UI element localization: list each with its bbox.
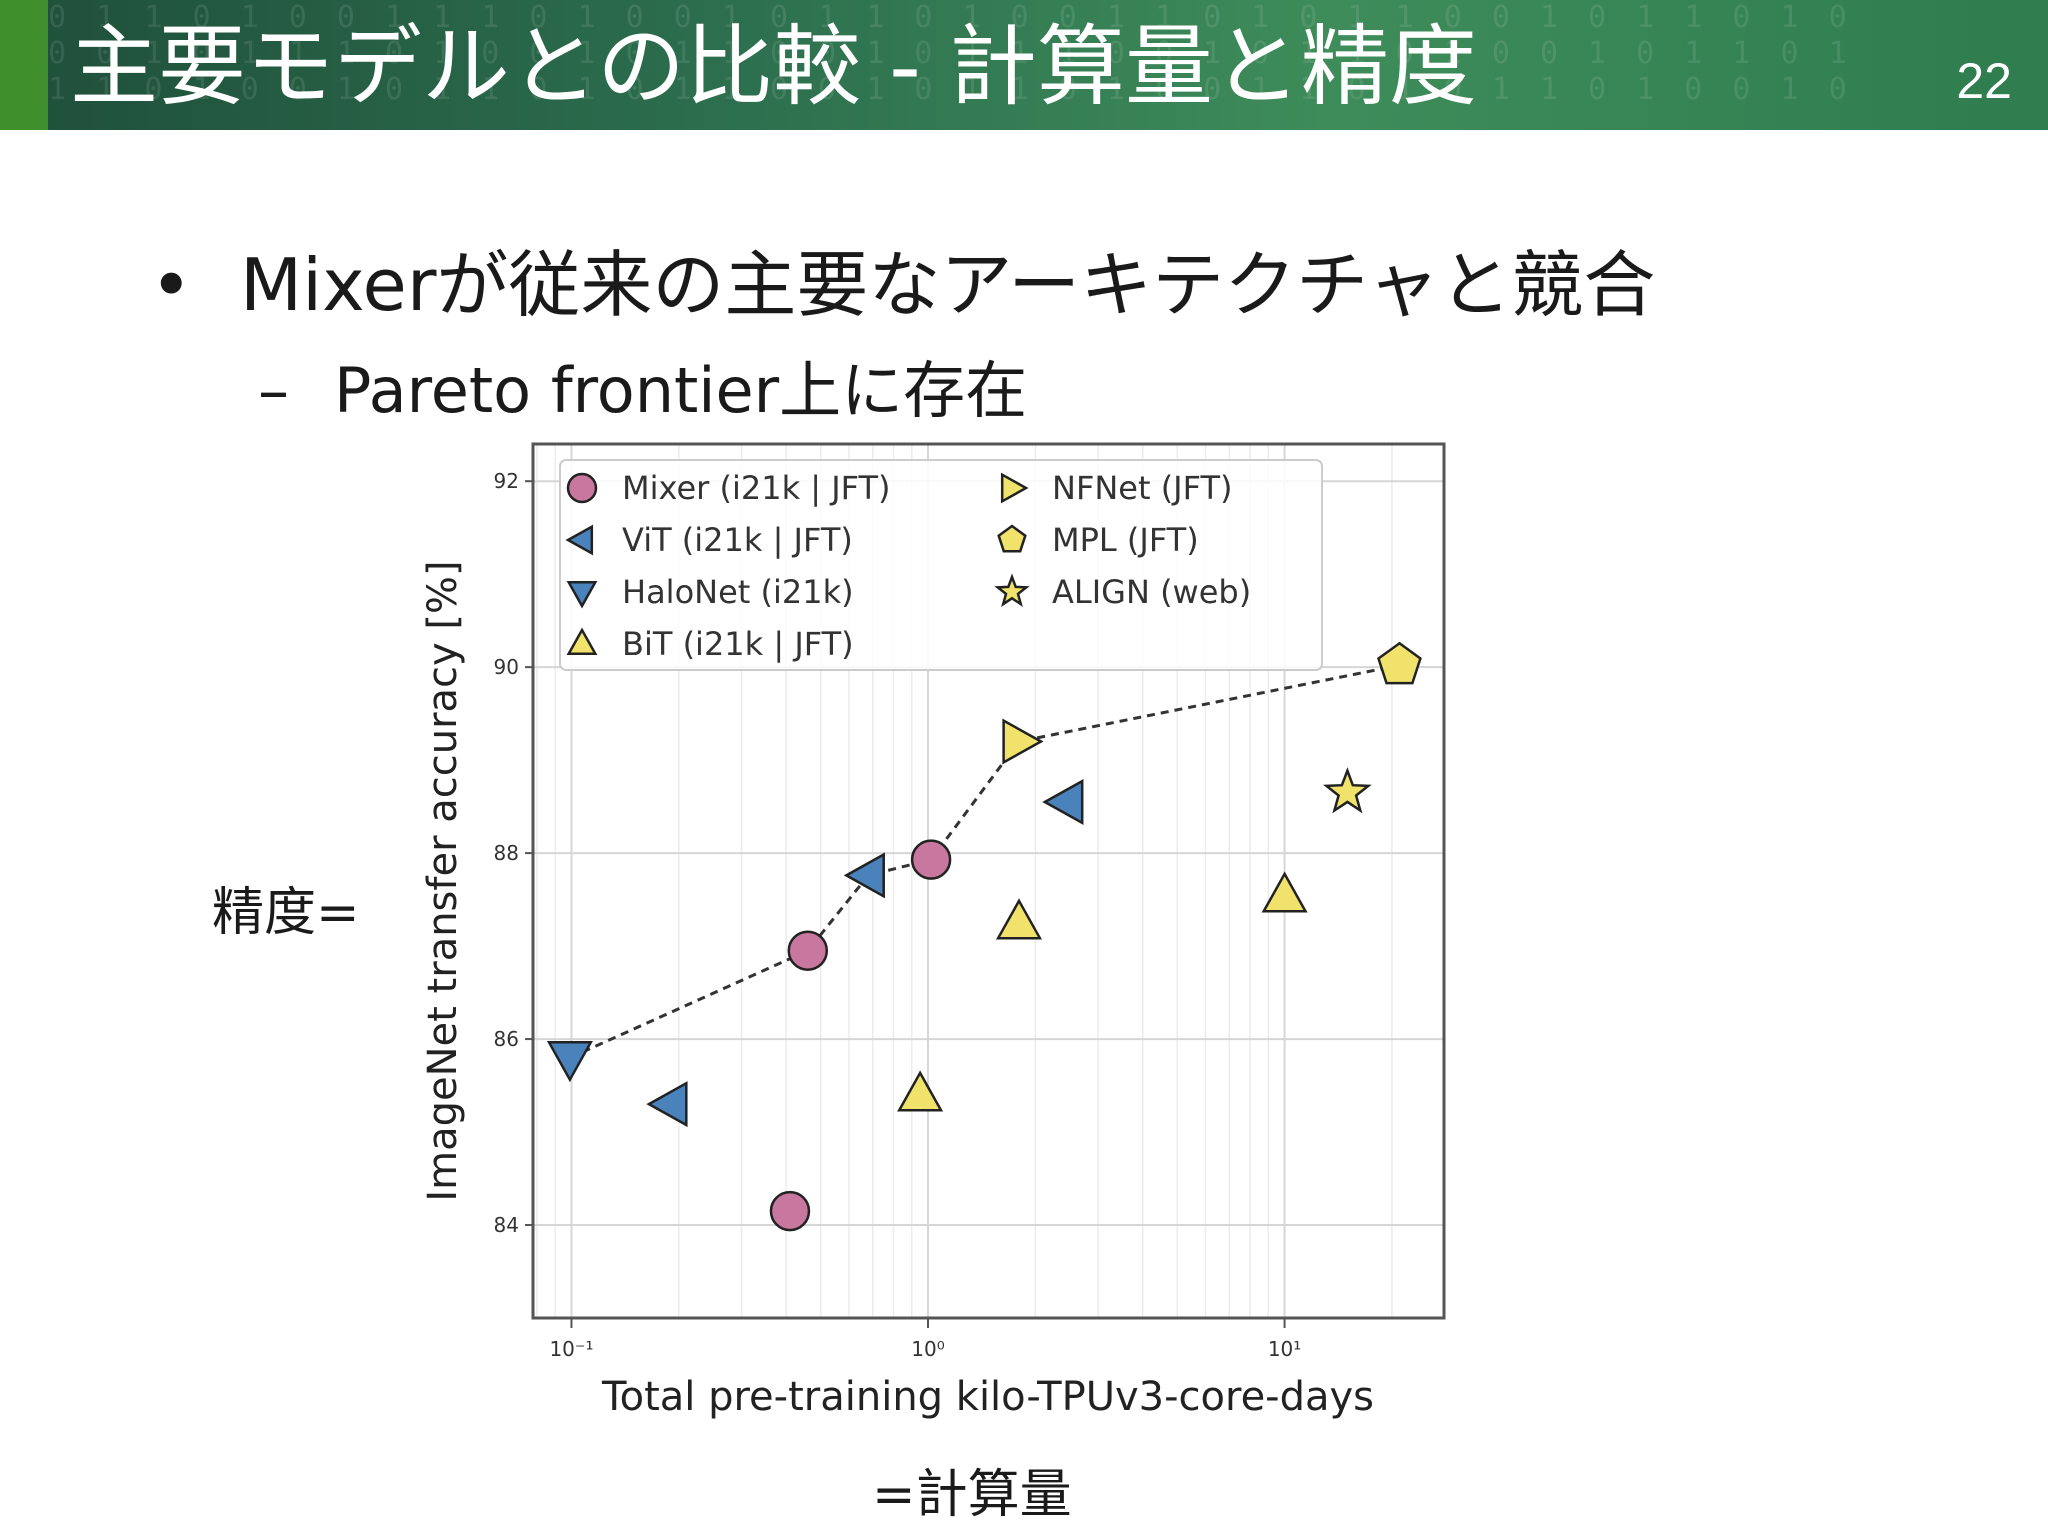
scatter-chart: 84 86 88 90 92 10⁻¹ 10⁰ 10¹ Mixer (i21k | JFT) V…: [420, 442, 1446, 1420]
x-tick-label: 10⁰: [911, 1337, 944, 1361]
legend-marker-icon: [1000, 472, 1029, 504]
legend-box: [559, 459, 1323, 671]
legend-entry-label: MPL (JFT): [1052, 521, 1199, 559]
y-tick-label: 88: [494, 841, 519, 865]
legend: Mixer (i21k | JFT) ViT (i21k | JFT) HaloNe…: [559, 459, 1323, 671]
y-tick-label: 84: [494, 1213, 519, 1237]
data-point: [910, 839, 952, 880]
header-accent-bar: [0, 0, 48, 130]
bullet-text-2: Pareto frontier上に存在: [334, 354, 1028, 427]
legend-marker-icon: [565, 524, 594, 556]
legend-marker-icon: [566, 472, 598, 504]
legend-entry-label: ALIGN (web): [1052, 573, 1251, 611]
legend-marker-icon: [566, 627, 598, 656]
legend-entry-label: BiT (i21k | JFT): [622, 625, 854, 663]
x-tick-label: 10¹: [1268, 1337, 1301, 1361]
legend-entry-label: HaloNet (i21k): [622, 573, 854, 611]
legend-marker-icon: [994, 573, 1030, 607]
legend-marker-icon: [997, 524, 1027, 553]
data-point: [897, 1070, 944, 1112]
slide-title: 主要モデルとの比較 - 計算量と精度: [70, 15, 1477, 118]
y-tick-label: 86: [494, 1027, 519, 1051]
legend-entry-label: Mixer (i21k | JFT): [622, 469, 891, 507]
data-point: [1377, 641, 1422, 685]
x-tick-label: 10⁻¹: [549, 1337, 593, 1361]
data-point: [769, 1190, 811, 1232]
plot-frame: [531, 442, 1446, 1320]
data-point: [995, 898, 1043, 940]
axis-ticks: 84 86 88 90 92 10⁻¹ 10⁰ 10¹: [494, 469, 1302, 1361]
bullet-text-1: Mixerが従来の主要なアーキテクチャと競合: [240, 243, 1656, 327]
y-tick-label: 92: [494, 469, 519, 493]
data-point: [1261, 871, 1308, 913]
legend-marker-icon: [566, 580, 598, 609]
data-point: [646, 1081, 688, 1128]
data-point: [787, 930, 829, 971]
x-axis-label: Total pre-training kilo-TPUv3-core-days: [601, 1374, 1374, 1420]
data-point: [1002, 718, 1044, 765]
slide-number: 22: [1956, 53, 2012, 109]
pareto-frontier-line: [569, 663, 1400, 1060]
header-background-pattern: 0 1 1 0 1 0 0 1 1 1 0 1 0 0 1 0 1 1 0 1 …: [0, 0, 1853, 107]
data-point: [1042, 778, 1084, 826]
legend-entry-label: NFNet (JFT): [1052, 469, 1232, 507]
compute-annotation: =計算量: [872, 1465, 1072, 1525]
y-tick-label: 90: [494, 655, 519, 679]
bullet-point-2: – Pareto frontier上に存在: [258, 340, 1027, 430]
data-points: [546, 641, 1422, 1232]
legend-entry-label: ViT (i21k | JFT): [622, 521, 853, 559]
data-point: [1322, 767, 1372, 814]
y-axis-label: ImageNet transfer accuracy [%]: [420, 560, 466, 1201]
bullet-dash-icon: –: [258, 354, 289, 427]
bullet-dot-icon: •: [150, 243, 193, 327]
accuracy-annotation: 精度=: [212, 883, 360, 943]
data-point: [546, 1041, 593, 1083]
bullet-point-1: • Mixerが従来の主要なアーキテクチャと競合: [150, 226, 1655, 331]
slide-header: 0 1 1 0 1 0 0 1 1 1 0 1 0 0 1 0 1 1 0 1 …: [0, 0, 2048, 130]
data-point: [843, 852, 885, 899]
